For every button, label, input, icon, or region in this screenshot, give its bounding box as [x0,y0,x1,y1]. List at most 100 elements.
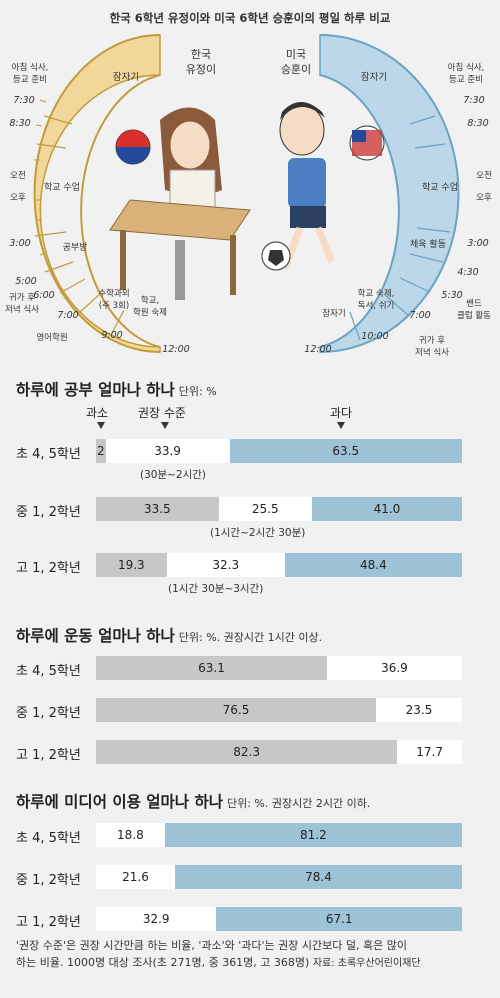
exercise-row-label-elem: 초 4, 5학년 [16,664,81,679]
marker-under-arrow [97,422,105,429]
usa-name-2: 승훈이 [281,63,311,76]
study-row-label-elem: 초 4, 5학년 [16,447,81,462]
media-bar-elem: 18.8 81.2 [96,823,462,847]
u-act-club: 클럽 활동 [457,310,491,321]
usa-name-1: 미국 [286,48,306,61]
media-row-label-high: 고 1, 2학년 [16,915,81,930]
exercise-title: 하루에 운동 얼마나 하나 단위: %. 권장시간 1시간 이상. [16,627,323,645]
study-row-label-high: 고 1, 2학년 [16,561,81,576]
u-act-dinner: 저녁 식사 [415,348,449,358]
study-bar-high: 19.3 32.3 48.4 [96,553,462,577]
k-act-homework-2: 학원 숙제 [133,307,167,318]
u-act-home: 귀가 후 [419,335,445,346]
data-label: 32.3 [212,558,240,572]
u-time-730: 7:30 [463,95,484,106]
bar-segment-below: 76.5 [96,698,376,722]
u-act-sports: 체육 활동 [410,238,446,250]
u-act-reading: 독서, 쉬기 [358,301,395,311]
study-bar-elem: 2.6 33.9 63.5 [96,439,462,463]
data-label: 48.4 [360,558,387,572]
bar-segment-below: 82.3 [96,740,398,764]
footer-source: 자료: 초록우산어린이재단 [312,958,421,969]
girl-illustration [109,107,251,300]
bar-segment-within: 18.8 [96,823,165,847]
bar-segment-within: 21.6 [96,865,176,889]
data-label: 25.5 [251,502,279,516]
media-unit: 단위: %. 권장시간 2시간 이하. [226,797,371,810]
marker-under: 과소 [86,406,109,420]
bar-segment-meets: 23.5 [375,698,462,722]
k-time-830: 8:30 [9,118,30,129]
bar-segment-below: 63.1 [96,656,327,680]
data-label: 63.5 [332,444,360,458]
k-time-1200: 12:00 [162,344,189,355]
data-label: 78.4 [305,870,332,884]
data-label: 36.9 [381,661,408,675]
study-note-high: (1시간 30분~3시간) [168,583,264,595]
bar-segment-over: 63.5 [229,439,462,463]
data-label: 23.5 [405,703,433,717]
data-label: 67.1 [325,912,353,926]
bar-segment-meets: 17.7 [397,740,462,764]
footer-line-2: 하는 비율. 1000명 대상 조사(초 271명, 중 361명, 고 368… [16,956,421,969]
bar-segment-above: 78.4 [175,865,462,889]
bar-segment-over: 48.4 [284,553,462,577]
korea-name-2: 유정이 [186,63,216,76]
media-row-label-middle: 중 1, 2학년 [16,873,81,888]
u-am: 오전 [476,170,492,181]
k-act-prep: 등교 준비 [13,75,47,85]
k-act-math-2: (주 3회) [99,301,129,311]
bar-segment-under: 33.5 [96,497,219,521]
exercise-bar-elem: 63.1 36.9 [96,656,462,680]
marker-recommended: 권장 수준 [138,406,186,420]
bar-segment-under: 2.6 [96,439,116,463]
footer-line-1: '권장 수준'은 권장 시간만큼 하는 비율, '과소'와 '과다'는 권장 시… [16,939,407,952]
marker-over: 과다 [330,406,353,420]
study-title: 하루에 공부 얼마나 하나 단위: % [16,381,217,399]
korea-name-1: 한국 [191,48,211,61]
data-label: 32.9 [142,912,170,926]
u-act-homework: 학교 숙제, [358,288,395,299]
data-label: 17.7 [416,745,443,759]
bar-segment-under: 19.3 [96,553,167,577]
exercise-bar-middle: 76.5 23.5 [96,698,462,722]
media-title: 하루에 미디어 이용 얼마나 하나 단위: %. 권장시간 2시간 이하. [16,793,371,811]
k-act-homework: 학교, [141,295,159,306]
study-note-middle: (1시간~2시간 30분) [210,527,306,539]
u-act-breakfast: 아침 식사, [448,62,485,73]
exercise-row-label-middle: 중 1, 2학년 [16,706,81,721]
bar-segment-over: 41.0 [311,497,462,521]
k-time-600: 6:00 [33,290,54,301]
k-act-dinner: 저녁 식사 [5,305,39,315]
data-label: 19.3 [117,558,145,572]
boy-illustration [261,102,385,271]
marker-recommended-arrow [161,422,169,429]
study-unit: 단위: % [178,385,217,398]
data-label: 18.8 [117,828,144,842]
k-am: 오전 [10,170,26,181]
k-act-home: 귀가 후 [9,292,35,303]
k-time-900: 9:00 [101,330,122,341]
data-label: 41.0 [373,502,401,516]
u-act-sleep: 잠자기 [361,72,387,83]
u-time-830: 8:30 [467,118,488,129]
bar-segment-within: 32.9 [96,907,217,931]
k-time-500: 5:00 [15,276,36,287]
data-label: 82.3 [233,745,260,759]
page-title: 한국 6학년 유정이와 미국 6학년 승훈이의 평일 하루 비교 [109,11,391,25]
media-bar-middle: 21.6 78.4 [96,865,462,889]
k-act-school: 학교 수업 [44,182,80,193]
k-act-breakfast: 아침 식사, [12,62,49,73]
data-label: 21.6 [122,870,149,884]
k-act-english: 영어학원 [36,332,67,343]
data-label: 76.5 [222,703,250,717]
exercise-row-label-high: 고 1, 2학년 [16,748,81,763]
u-time-700: 7:00 [409,310,430,321]
u-time-530: 5:30 [441,290,462,301]
study-bar-middle: 33.5 25.5 41.0 [96,497,462,521]
data-label: 33.5 [143,502,171,516]
media-bar-high: 32.9 67.1 [96,907,462,931]
media-row-label-elem: 초 4, 5학년 [16,831,81,846]
bar-segment-recommended: 32.3 [166,553,285,577]
u-time-1200: 12:00 [304,344,331,355]
